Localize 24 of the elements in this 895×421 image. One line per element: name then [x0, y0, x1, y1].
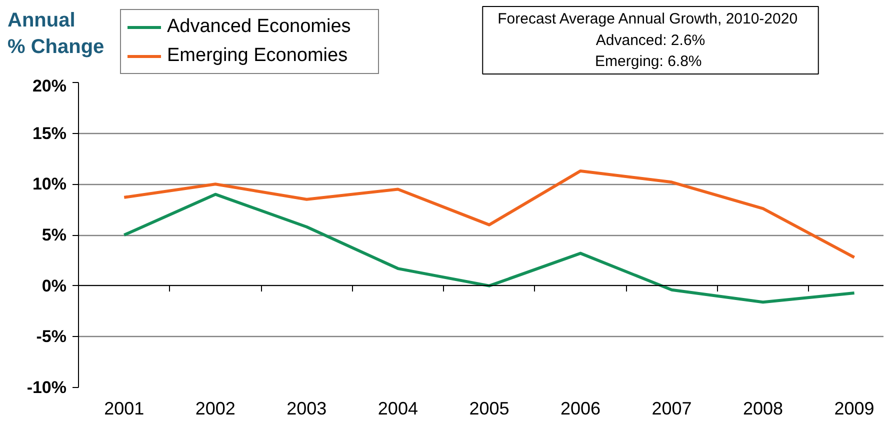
- y-tick-label: 10%: [32, 174, 67, 194]
- x-tick-label: 2003: [286, 398, 327, 418]
- y-axis-title: Annual % Change: [8, 10, 104, 58]
- x-tick-label: 2009: [834, 398, 874, 418]
- x-tick-label: 2005: [469, 398, 510, 418]
- legend-label: Emerging Economies: [167, 45, 349, 67]
- x-tick-label: 2004: [378, 398, 418, 418]
- legend-label: Advanced Economies: [167, 16, 352, 38]
- y-tick-label: -5%: [36, 327, 67, 346]
- text: Forecast Average Annual Growth, 2010-2020: [498, 10, 798, 28]
- y-tick-label: 20%: [32, 76, 67, 96]
- x-tick-label: 2007: [652, 398, 692, 418]
- line-series: [122, 169, 856, 259]
- x-tick-label: 2002: [195, 398, 236, 418]
- text: Emerging: 6.8%: [595, 53, 702, 70]
- line-series: [122, 192, 856, 304]
- y-tick-label: -10%: [26, 378, 66, 397]
- x-tick-label: 2001: [104, 398, 144, 418]
- y-tick-label: 5%: [42, 226, 67, 244]
- y-tick-label: 15%: [32, 124, 67, 143]
- x-tick-label: 2006: [560, 398, 601, 418]
- y-tick-label: 0%: [42, 276, 67, 296]
- text: Advanced: 2.6%: [596, 32, 706, 49]
- x-tick-label: 2008: [743, 398, 784, 418]
